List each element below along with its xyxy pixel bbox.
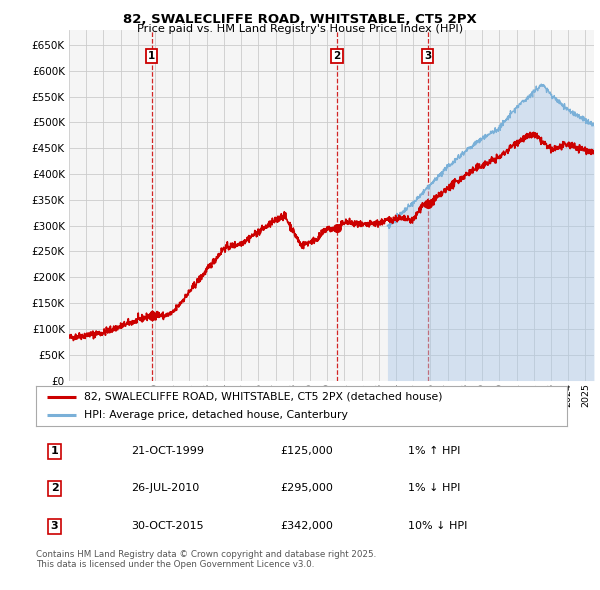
Text: Contains HM Land Registry data © Crown copyright and database right 2025.
This d: Contains HM Land Registry data © Crown c… xyxy=(36,550,376,569)
Text: Price paid vs. HM Land Registry's House Price Index (HPI): Price paid vs. HM Land Registry's House … xyxy=(137,24,463,34)
Text: 1% ↓ HPI: 1% ↓ HPI xyxy=(408,483,460,493)
Text: 3: 3 xyxy=(424,51,431,61)
Text: 1: 1 xyxy=(51,447,58,457)
Text: 3: 3 xyxy=(51,521,58,531)
Text: 1: 1 xyxy=(148,51,155,61)
Text: 21-OCT-1999: 21-OCT-1999 xyxy=(131,447,205,457)
Text: £125,000: £125,000 xyxy=(280,447,333,457)
Text: 26-JUL-2010: 26-JUL-2010 xyxy=(131,483,200,493)
Text: 30-OCT-2015: 30-OCT-2015 xyxy=(131,521,204,531)
Text: 2: 2 xyxy=(334,51,341,61)
Text: 2: 2 xyxy=(51,483,58,493)
Text: 1% ↑ HPI: 1% ↑ HPI xyxy=(408,447,460,457)
Text: HPI: Average price, detached house, Canterbury: HPI: Average price, detached house, Cant… xyxy=(84,410,347,420)
Text: 82, SWALECLIFFE ROAD, WHITSTABLE, CT5 2PX: 82, SWALECLIFFE ROAD, WHITSTABLE, CT5 2P… xyxy=(123,13,477,26)
Text: £295,000: £295,000 xyxy=(280,483,333,493)
Text: 10% ↓ HPI: 10% ↓ HPI xyxy=(408,521,467,531)
Text: £342,000: £342,000 xyxy=(280,521,333,531)
Text: 82, SWALECLIFFE ROAD, WHITSTABLE, CT5 2PX (detached house): 82, SWALECLIFFE ROAD, WHITSTABLE, CT5 2P… xyxy=(84,392,442,402)
